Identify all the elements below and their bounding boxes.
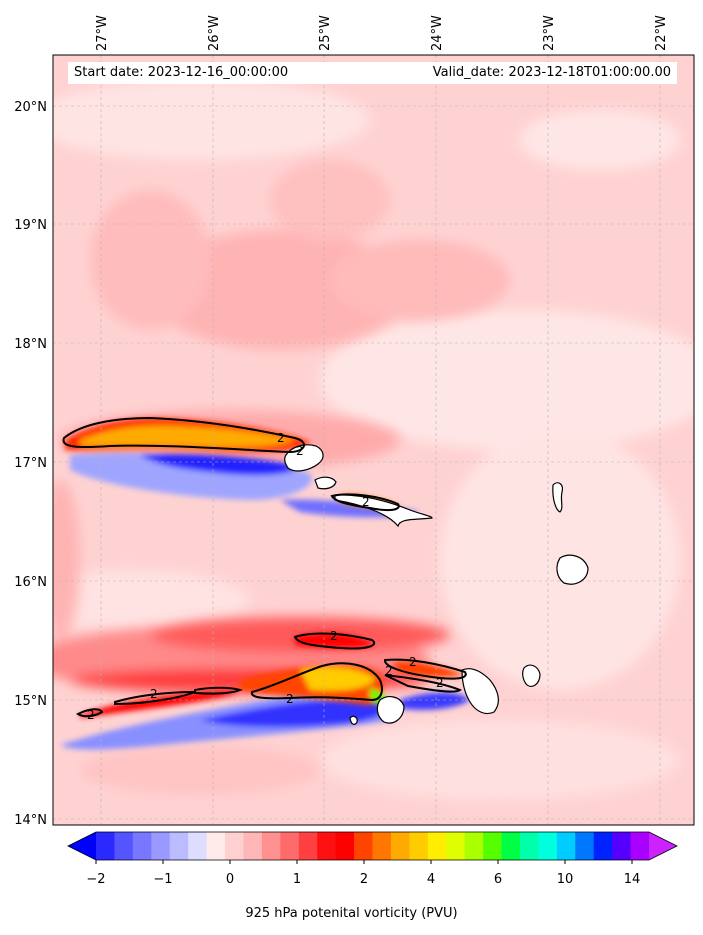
colorbar-tick-label: −1 [153,872,172,887]
lon-label: 24°W [430,15,445,51]
colorbar-tick-label: 2 [360,872,368,887]
lat-label: 20°N [14,100,47,115]
contour-label: 2 [436,676,444,690]
lat-label: 18°N [14,337,47,352]
pv-2-contours [62,416,467,718]
colorbar-extend-min [68,832,96,860]
colorbar-segment [612,832,632,860]
colorbar-segment [225,832,244,860]
colorbar-segment [446,832,466,860]
contour-label: 2 [87,708,95,722]
island-fogo [376,696,405,724]
colorbar-segment [556,832,576,860]
colorbar-segment [298,832,318,860]
colorbar-segment [483,832,503,860]
contour-label: 2 [330,629,338,643]
colorbar-segment [575,832,595,860]
colorbar-tick-label: −2 [86,872,105,887]
plot-frame [52,54,695,826]
colorbar-tick-label: 0 [226,872,234,887]
lon-label: 23°W [542,15,557,51]
colorbar-tick-label: 6 [494,872,502,887]
start-date-text: Start date: 2023-12-16_00:00:00 [74,65,289,80]
colorbar-segment [593,832,613,860]
lon-labels: 27°W 26°W 25°W 24°W 23°W 22°W [95,15,669,51]
island-santiago [461,668,499,715]
colorbar-segment [243,832,263,860]
lon-label: 22°W [654,15,669,51]
lat-label: 17°N [14,456,47,471]
lat-label: 16°N [14,575,47,590]
lat-labels: 20°N 19°N 18°N 17°N 16°N 15°N 14°N [14,100,47,828]
colorbar-tick-label: 10 [557,872,574,887]
island-sao-vicente [314,476,337,490]
date-annotation: Start date: 2023-12-16_00:00:00 Valid_da… [68,62,677,84]
colorbar-segment [354,832,373,860]
contour-label: 2 [296,444,304,458]
contour-label: 2 [409,655,417,669]
colorbar-segment [519,832,539,860]
colorbar-segment [372,832,392,860]
colorbar-extend-max [649,832,677,860]
colorbar-segment [114,832,134,860]
island-brava [349,715,358,725]
colorbar-segment [206,832,226,860]
colorbar-segment [261,832,281,860]
colorbar-tick-label: 1 [293,872,301,887]
island-boa-vista [556,554,589,585]
colorbar-segment [630,832,650,860]
lon-label: 26°W [207,15,222,51]
colorbar-segment [280,832,300,860]
colorbar-segment [335,832,355,860]
colorbar-segment [464,832,484,860]
colorbar-segment [132,832,152,860]
contour-label: 2 [286,692,294,706]
pv-field-light-areas [53,80,694,800]
colorbar-segment [409,832,429,860]
colorbar-segment [96,832,115,860]
colorbar-segment [317,832,337,860]
colorbar-tick-label: 14 [624,872,641,887]
valid-date-text: Valid_date: 2023-12-18T01:00:00.00 [432,65,671,80]
colorbar-segment [427,832,447,860]
colorbar-segment [538,832,558,860]
contour-label: 2 [277,431,285,445]
contour-label: 2 [385,664,393,678]
island-sal [552,482,563,513]
lat-label: 14°N [14,813,47,828]
colorbar-segment [501,832,521,860]
lon-label: 25°W [318,15,333,51]
colorbar-segment [188,832,208,860]
pv-field [53,55,694,825]
contour-label: 2 [362,495,370,509]
lat-label: 15°N [14,694,47,709]
colorbar-segment [390,832,410,860]
colorbar-segment [169,832,189,860]
colorbar-tick-labels: −2 −1 0 1 2 4 6 10 14 [86,872,640,887]
colorbar-title: 925 hPa potenital vorticity (PVU) [245,906,458,921]
contour-label: 2 [150,687,158,701]
island-maio [522,664,541,687]
lat-label: 19°N [14,218,47,233]
contour-labels: 2 2 2 2 2 2 2 2 2 2 [87,431,444,722]
colorbar-tick-label: 4 [427,872,435,887]
lon-label: 27°W [95,15,110,51]
colorbar-segment [151,832,171,860]
colorbar [67,831,678,864]
